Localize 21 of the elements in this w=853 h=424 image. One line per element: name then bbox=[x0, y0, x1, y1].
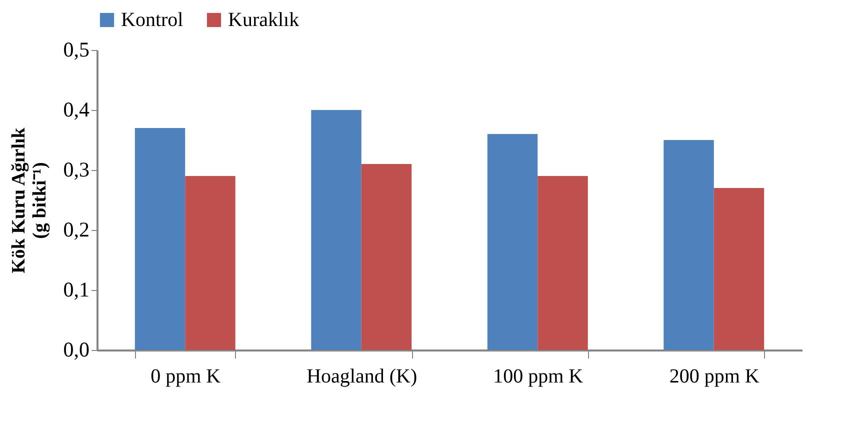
legend-label: Kuraklık bbox=[228, 9, 300, 31]
bar bbox=[538, 176, 588, 350]
x-tick-label: 200 ppm K bbox=[669, 366, 760, 388]
y-axis-title: Kök Kuru Ağırlık (g bitki⁻¹) bbox=[8, 127, 50, 274]
y-tick-label: 0,1 bbox=[63, 278, 90, 302]
bar bbox=[361, 164, 412, 350]
y-tick-label: 0,2 bbox=[63, 218, 90, 242]
bar bbox=[664, 140, 714, 350]
x-tick-label: 0 ppm K bbox=[150, 366, 222, 388]
bar bbox=[487, 134, 538, 350]
x-tick-label: Hoagland (K) bbox=[306, 366, 418, 388]
y-tick-label: 0,5 bbox=[63, 38, 90, 62]
bar bbox=[185, 176, 236, 350]
legend-label: Kontrol bbox=[121, 9, 184, 31]
bar bbox=[134, 128, 186, 350]
x-tick-label: 100 ppm K bbox=[493, 366, 584, 388]
bar bbox=[311, 110, 362, 350]
y-tick-label: 0,0 bbox=[63, 338, 90, 362]
y-tick-label: 0,3 bbox=[63, 158, 90, 182]
y-tick-label: 0,4 bbox=[63, 98, 90, 122]
bar bbox=[714, 188, 764, 350]
